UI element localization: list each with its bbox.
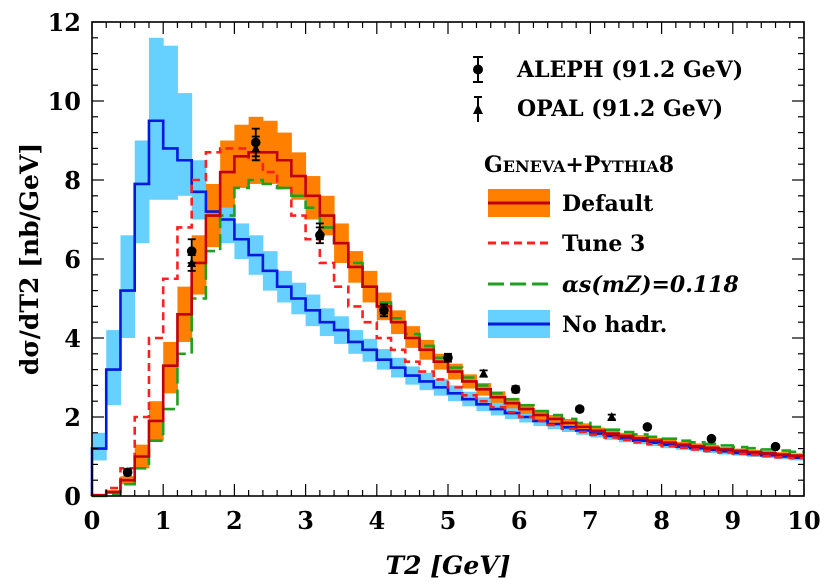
y-tick-label: 2 [64,403,81,432]
data-point-aleph [770,441,781,452]
x-tick-label: 9 [724,506,741,535]
legend-alphas-label: αs(mZ)=0.118 [562,272,739,298]
data-point-opal [251,143,261,153]
data-point-aleph [642,422,653,432]
data-points [122,127,781,478]
x-tick-label: 10 [787,506,820,535]
x-tick-label: 7 [582,506,599,535]
y-tick-labels: 0 2 4 6 8 10 12 [48,8,81,511]
data-point-aleph [186,246,197,256]
x-tick-label: 4 [368,506,385,535]
legend-opal-marker [473,104,483,114]
data-point-aleph [510,384,521,395]
x-tick-label: 3 [297,506,314,535]
series-line [90,147,804,497]
y-tick-label: 8 [64,166,81,195]
legend-default-label: Default [562,191,654,217]
data-point-opal [607,412,617,421]
series-line [90,151,804,497]
x-tick-labels: 0 1 2 3 4 5 6 7 8 9 10 [84,506,821,535]
legend-nohadr-label: No hadr. [562,312,667,338]
band-bin [234,223,250,259]
legend-aleph-label: ALEPH (91.2 GeV) [516,57,743,83]
legend-header: GENEVA+PYTHIA8 [484,152,674,178]
legend-aleph-marker [473,64,483,75]
band-bin [148,37,164,200]
data-point-opal [315,226,325,236]
y-tick-label: 4 [64,324,81,353]
series-lines [90,119,804,498]
y-tick-label: 10 [48,87,81,116]
band-bin [92,432,107,461]
band-bin [120,235,136,338]
legend-tune3-label: Tune 3 [562,231,645,257]
data-point-opal [187,257,197,267]
band-bin [305,176,321,220]
band-bin [134,140,150,244]
band-bin [163,45,178,200]
data-point-opal [479,368,489,378]
data-point-aleph [122,467,133,478]
legend: ALEPH (91.2 GeV) OPAL (91.2 GeV) GENEVA+… [473,56,743,338]
band-bin [191,160,207,220]
band-bin [106,330,121,406]
axis-ticks [91,21,805,497]
x-tick-label: 5 [440,506,457,535]
band-bin [220,203,235,244]
band-bin [220,140,235,208]
y-axis-label: dσ/dT2 [nb/GeV] [15,143,44,375]
y-tick-label: 12 [48,8,81,37]
data-point-opal [379,305,389,315]
x-tick-label: 6 [511,506,528,535]
legend-entry-alphas: αs(mZ)=0.118 [488,272,739,298]
y-tick-label: 6 [64,245,81,274]
x-axis-label: T2 [GeV] [385,551,510,580]
data-point-aleph [574,404,585,414]
data-point-aleph [443,352,453,363]
legend-entry-nohadr: No hadr. [488,310,667,338]
band-bin [163,341,178,394]
series-line [92,178,804,498]
y-tick-label: 0 [64,482,81,511]
legend-entry-default: Default [488,189,654,217]
band-bin [177,93,193,196]
legend-opal-label: OPAL (91.2 GeV) [517,96,723,122]
x-tick-label: 0 [84,506,101,535]
legend-entry-opal: OPAL (91.2 GeV) [473,96,723,122]
legend-entry-aleph: ALEPH (91.2 GeV) [473,56,743,83]
legend-entry-tune3: Tune 3 [488,231,645,257]
x-tick-label: 1 [155,506,172,535]
x-tick-label: 8 [653,506,670,535]
x-tick-label: 2 [226,506,243,535]
data-point-aleph [706,433,717,444]
